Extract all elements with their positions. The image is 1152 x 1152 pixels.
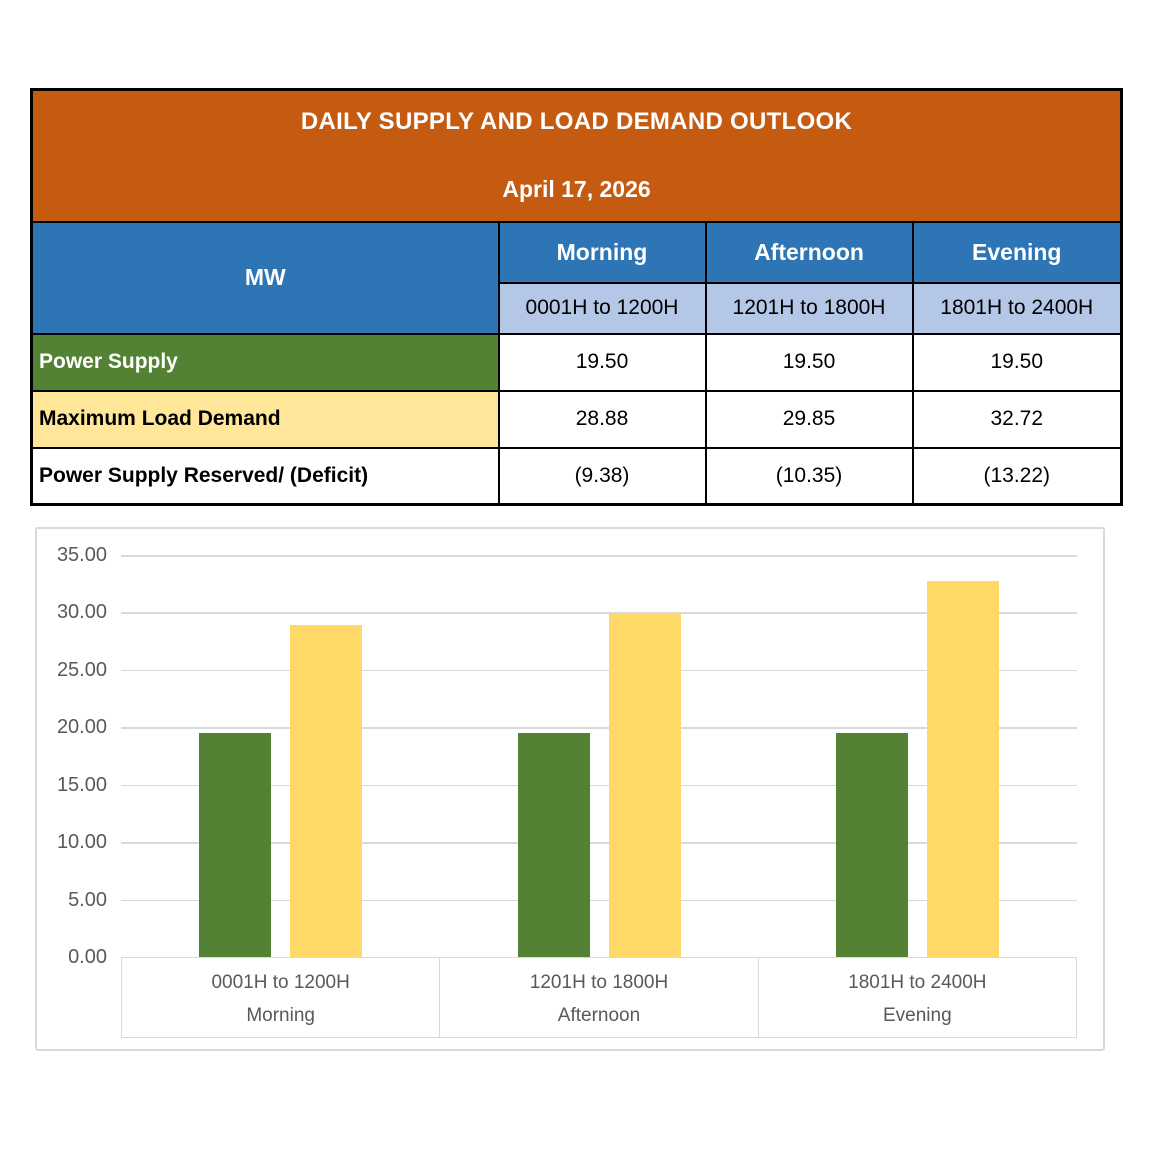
cell-reserve-morning: (9.38) — [497, 446, 707, 506]
row-label-reserve-deficit: Power Supply Reserved/ (Deficit) — [30, 446, 500, 506]
plot-area — [121, 555, 1077, 957]
cell-reserve-afternoon: (10.35) — [704, 446, 914, 506]
bar-group — [121, 555, 440, 957]
table-row: Maximum Load Demand 28.88 29.85 32.72 — [30, 389, 1123, 449]
gridline — [121, 899, 1077, 902]
period-header-afternoon: Afternoon — [704, 220, 914, 284]
report-title: DAILY SUPPLY AND LOAD DEMAND OUTLOOK — [300, 108, 853, 136]
hours-header-evening: 1801H to 2400H — [911, 281, 1123, 335]
table-title-cell: DAILY SUPPLY AND LOAD DEMAND OUTLOOK Apr… — [30, 88, 1123, 223]
row-label-power-supply: Power Supply — [30, 332, 500, 392]
period-header-morning: Morning — [497, 220, 707, 284]
bar-maximum-load-demand — [289, 625, 362, 957]
x-axis-period-label: Afternoon — [557, 1005, 641, 1026]
report-date: April 17, 2026 — [502, 176, 651, 203]
bars-layer — [121, 555, 1077, 957]
cell-max-load-morning: 28.88 — [497, 389, 707, 449]
y-axis-tick-label: 35.00 — [56, 544, 107, 566]
bar-power-supply — [517, 733, 590, 957]
gridline — [121, 555, 1077, 557]
row-label-max-load-demand: Maximum Load Demand — [30, 389, 500, 449]
cell-reserve-evening: (13.22) — [911, 446, 1123, 506]
cell-max-load-evening: 32.72 — [911, 389, 1123, 449]
y-axis-tick-label: 15.00 — [56, 773, 107, 796]
hours-header-afternoon: 1201H to 1800H — [704, 281, 914, 335]
table-row: Power Supply Reserved/ (Deficit) (9.38) … — [30, 446, 1123, 506]
supply-demand-table: DAILY SUPPLY AND LOAD DEMAND OUTLOOK Apr… — [30, 88, 1123, 506]
hours-header-morning: 0001H to 1200H — [497, 281, 707, 335]
bar-group — [440, 555, 759, 957]
table-row: Power Supply 19.50 19.50 19.50 — [30, 332, 1123, 392]
x-axis: 0001H to 1200H Morning 1201H to 1800H After… — [121, 957, 1077, 1038]
cell-power-supply-evening: 19.50 — [911, 332, 1123, 392]
gridline — [121, 842, 1077, 844]
x-axis-period-label: Morning — [246, 1005, 315, 1026]
x-axis-category: 0001H to 1200H Morning — [122, 958, 439, 1037]
cell-power-supply-morning: 19.50 — [497, 332, 707, 392]
y-axis-tick-label: 10.00 — [56, 831, 107, 854]
x-axis-category: 1801H to 2400H Evening — [757, 958, 1076, 1037]
x-axis-period-label: Evening — [882, 1005, 952, 1026]
cell-max-load-afternoon: 29.85 — [704, 389, 914, 449]
bar-maximum-load-demand — [927, 581, 1000, 957]
gridline — [121, 612, 1077, 614]
y-axis-tick-label: 0.00 — [68, 946, 107, 968]
bar-power-supply — [198, 733, 271, 957]
y-axis-tick-label: 5.00 — [68, 888, 107, 911]
cell-power-supply-afternoon: 19.50 — [704, 332, 914, 392]
bar-maximum-load-demand — [608, 614, 681, 957]
gridline — [121, 784, 1077, 787]
x-axis-category: 1201H to 1800H Afternoon — [439, 958, 757, 1037]
bar-group — [758, 555, 1077, 957]
y-axis-tick-label: 25.00 — [56, 658, 107, 681]
y-axis-tick-label: 30.00 — [56, 601, 107, 624]
unit-header-cell: MW — [30, 220, 500, 335]
gridline — [121, 669, 1077, 672]
bar-chart: 0001H to 1200H Morning 1201H to 1800H After… — [35, 527, 1105, 1051]
y-axis-tick-label: 20.00 — [56, 716, 107, 739]
x-axis-hours-label: 1201H to 1800H — [529, 972, 669, 993]
x-axis-hours-label: 1801H to 2400H — [848, 972, 987, 993]
bar-power-supply — [836, 733, 909, 957]
period-header-evening: Evening — [911, 220, 1123, 284]
gridline — [121, 727, 1077, 729]
x-axis-hours-label: 0001H to 1200H — [211, 972, 350, 993]
